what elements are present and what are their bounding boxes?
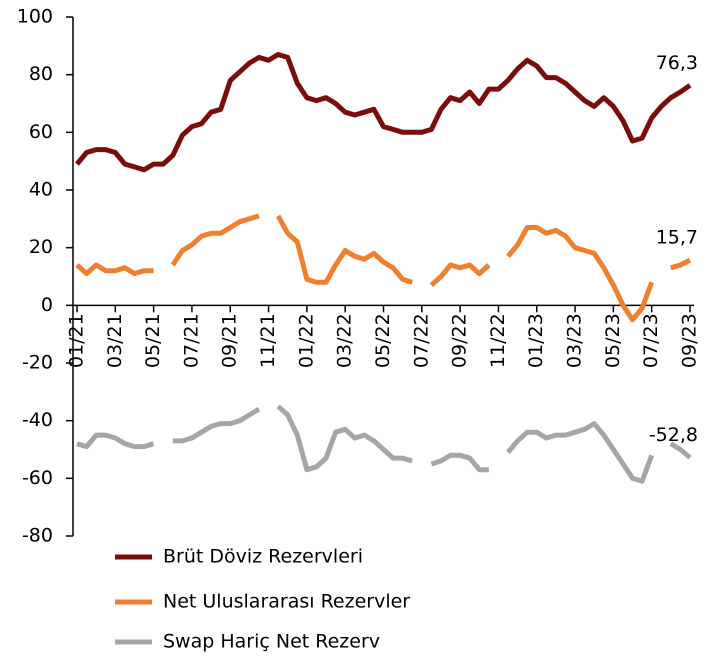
x-tick-label: 05/21 — [142, 313, 164, 368]
x-tick-label: 03/21 — [104, 313, 126, 368]
y-tick-label: 40 — [29, 179, 53, 201]
y-tick-label: -80 — [22, 525, 53, 547]
legend-label: Brüt Döviz Rezervleri — [163, 546, 363, 568]
x-tick-label: 05/22 — [372, 313, 394, 368]
x-tick-label: 09/23 — [679, 313, 701, 368]
series-line — [75, 213, 692, 323]
y-tick-label: 80 — [29, 63, 53, 85]
x-tick-label: 05/23 — [602, 313, 624, 368]
data-label: 15,7 — [656, 227, 698, 249]
data-label: -52,8 — [649, 424, 698, 446]
x-tick-label: 01/21 — [66, 313, 88, 368]
x-tick-label: 03/23 — [564, 313, 586, 368]
y-tick-label: 60 — [29, 121, 53, 143]
x-tick-label: 07/22 — [410, 313, 432, 368]
x-tick-label: 07/21 — [180, 313, 202, 368]
data-label: 76,3 — [656, 52, 698, 74]
legend-label: Net Uluslararası Rezervler — [163, 591, 410, 613]
y-tick-label: 20 — [29, 236, 53, 258]
x-tick-label: 09/21 — [219, 313, 241, 368]
x-tick-label: 11/21 — [257, 313, 279, 368]
y-tick-label: -40 — [22, 409, 53, 431]
x-tick-label: 03/22 — [334, 313, 356, 368]
series-line — [75, 52, 692, 173]
x-tick-label: 09/22 — [449, 313, 471, 368]
x-tick-label: 01/23 — [525, 313, 547, 368]
y-tick-label: -20 — [22, 352, 53, 374]
y-tick-label: 100 — [17, 6, 53, 28]
series-line — [76, 404, 692, 484]
x-tick-label: 01/22 — [295, 313, 317, 368]
x-tick-label: 11/22 — [487, 313, 509, 368]
y-tick-label: -60 — [22, 467, 53, 489]
x-tick-label: 07/23 — [640, 313, 662, 368]
y-tick-label: 0 — [41, 294, 53, 316]
legend-label: Swap Hariç Net Rezerv — [163, 631, 380, 653]
